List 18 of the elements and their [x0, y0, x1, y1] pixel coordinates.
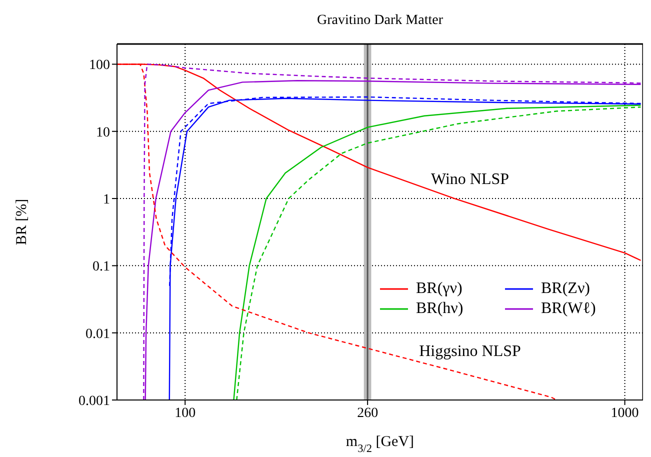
legend-label: BR(hν)	[416, 300, 464, 318]
annotation: Higgsino NLSP	[419, 342, 521, 360]
x-axis-title: m$_{3/2}$ [GeV]	[346, 434, 414, 455]
y-axis-title: BR [%]	[14, 198, 30, 246]
y-tick-label: 0.01	[86, 326, 110, 342]
x-tick-label: 260	[357, 406, 378, 421]
legend-label: BR(Zν)	[541, 280, 590, 298]
x-tick-label: 100	[174, 406, 196, 421]
legend-label: BR(Wℓ)	[541, 300, 596, 318]
chart-title: Gravitino Dark Matter	[317, 13, 444, 28]
annotation: Wino NLSP	[430, 170, 510, 188]
y-tick-label: 0.001	[78, 394, 110, 409]
y-tick-label: 1	[103, 192, 110, 208]
y-tick-label: 100	[89, 58, 110, 74]
x-tick-label: 1000	[610, 406, 639, 421]
y-tick-label: 10	[96, 125, 110, 140]
legend-label: BR(γν)	[416, 280, 462, 298]
y-tick-label: 0.1	[92, 260, 110, 275]
